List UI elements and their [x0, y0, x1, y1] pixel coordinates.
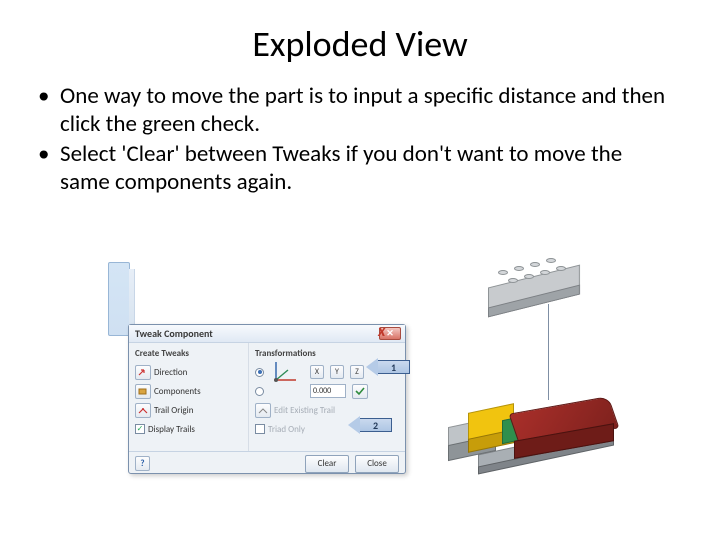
lego-red-slope	[514, 404, 626, 458]
triad-only-checkbox[interactable]	[255, 424, 265, 434]
trail-origin-picker-icon[interactable]	[135, 403, 151, 418]
bullet-item: Select 'Clear' between Tweaks if you don…	[60, 140, 674, 196]
callout-arrow-1: 1	[366, 358, 410, 376]
triad-icon	[270, 358, 304, 386]
components-picker-icon[interactable]	[135, 384, 151, 399]
rotational-radio[interactable]	[255, 387, 264, 396]
edit-trail-icon[interactable]	[255, 403, 271, 418]
components-label: Components	[154, 386, 201, 397]
ribbon-edge	[108, 262, 130, 336]
callout-x-mark: x	[378, 322, 385, 341]
trail-origin-label: Trail Origin	[154, 405, 193, 416]
bullet-list: One way to move the part is to input a s…	[0, 66, 720, 196]
figure-area: Tweak Component ✕ Create Tweaks Directio…	[108, 262, 608, 494]
callout-label: 2	[360, 418, 392, 432]
help-icon[interactable]: ?	[135, 456, 150, 471]
axis-x-button[interactable]: X	[310, 365, 324, 379]
axis-y-button[interactable]: Y	[330, 365, 344, 379]
edit-existing-trail-label: Edit Existing Trail	[274, 405, 335, 416]
slide-title: Exploded View	[0, 0, 720, 66]
axis-z-button[interactable]: Z	[350, 365, 364, 379]
display-trails-label: Display Trails	[148, 424, 195, 435]
dialog-titlebar[interactable]: Tweak Component ✕	[129, 325, 405, 343]
display-trails-checkbox[interactable]	[135, 424, 145, 434]
direction-label: Direction	[154, 367, 187, 378]
lego-base-assembly	[448, 382, 638, 476]
exploded-view-model	[406, 262, 636, 488]
clear-button[interactable]: Clear	[305, 455, 349, 473]
dialog-title: Tweak Component	[135, 327, 213, 340]
panel-header: Create Tweaks	[135, 348, 242, 359]
distance-input[interactable]: 0.000	[310, 384, 346, 398]
lego-plate-grey	[488, 268, 580, 314]
direction-picker-icon[interactable]	[135, 365, 151, 380]
bullet-item: One way to move the part is to input a s…	[60, 82, 674, 138]
create-tweaks-panel: Create Tweaks Direction Components	[129, 343, 249, 451]
triad-only-label: Triad Only	[268, 424, 305, 435]
close-button[interactable]: Close	[355, 455, 399, 473]
dialog-footer: ? Clear Close	[129, 451, 405, 475]
apply-check-icon[interactable]	[352, 384, 368, 399]
tweak-component-dialog: Tweak Component ✕ Create Tweaks Directio…	[128, 324, 406, 474]
linear-radio[interactable]	[255, 368, 264, 377]
callout-arrow-2: 2	[348, 416, 392, 434]
